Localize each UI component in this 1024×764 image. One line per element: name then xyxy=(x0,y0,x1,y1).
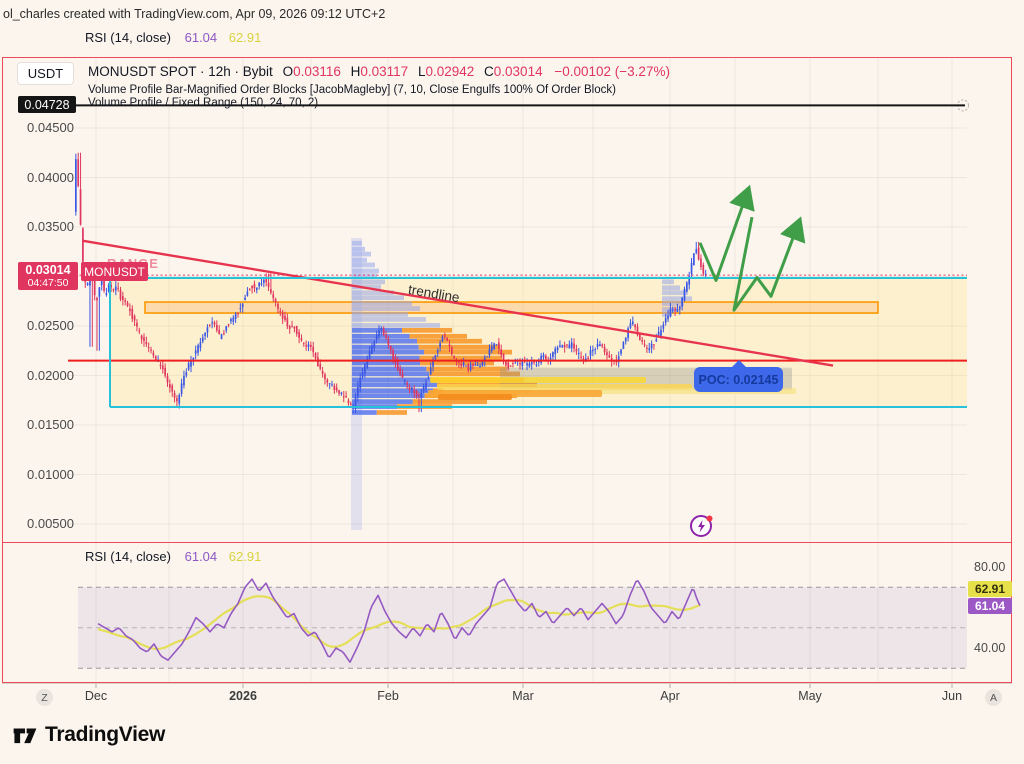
ohlc-values: O0.03116 H0.03117 L0.02942 C0.03014 xyxy=(277,64,543,79)
candle-countdown-timer: 04:47:50 xyxy=(27,277,69,290)
scroll-right-button[interactable]: A xyxy=(985,689,1002,706)
rsi-pane-legend[interactable]: RSI (14, close) 61.04 62.91 xyxy=(85,549,261,564)
ohlc-value: 0.03117 xyxy=(360,64,409,79)
rsi-scale-label: 80.00 xyxy=(974,560,1006,574)
price-tick-label: 0.04500 xyxy=(27,120,74,135)
rsi-value-badge: 62.91 xyxy=(968,581,1012,597)
top-rsi-ma-value: 62.91 xyxy=(228,30,262,45)
alert-price-label[interactable]: 0.04728 xyxy=(18,96,76,114)
rsi-value-badge: 61.04 xyxy=(968,598,1012,614)
price-tick-label: 0.01000 xyxy=(27,466,74,482)
time-axis-border xyxy=(2,683,1012,684)
indicator-legend-order-blocks[interactable]: Volume Profile Bar-Magnified Order Block… xyxy=(88,84,616,96)
change-value: −0.00102 (−3.27%) xyxy=(554,64,670,79)
tradingview-logo[interactable]: TradingView xyxy=(12,722,165,748)
currency-toggle-button[interactable]: USDT xyxy=(17,62,74,85)
price-tick-label: 0.00500 xyxy=(27,516,74,531)
indicator-legend-volume-profile[interactable]: Volume Profile / Fixed Range (150, 24, 7… xyxy=(88,97,319,109)
time-axis-label[interactable]: Apr xyxy=(660,689,680,703)
ohlc-key: C xyxy=(480,64,494,79)
scroll-left-button[interactable]: Z xyxy=(36,689,53,706)
rsi-value: 61.04 xyxy=(184,549,218,564)
time-axis-label[interactable]: Jun xyxy=(941,689,963,703)
tradingview-logo-glyph xyxy=(13,728,37,744)
rsi-ma-value: 62.91 xyxy=(228,549,262,564)
symbol-title[interactable]: MONUSDT SPOT · 12h · Bybit xyxy=(88,64,273,79)
rsi-scale-label: 40.00 xyxy=(974,641,1006,655)
rsi-legend-label: RSI (14, close) xyxy=(85,549,171,564)
ohlc-value: 0.03116 xyxy=(293,64,341,79)
time-axis-label[interactable]: Feb xyxy=(377,689,399,703)
pane-separator[interactable] xyxy=(2,542,1012,543)
ohlc-value: 0.03014 xyxy=(493,64,543,79)
ohlc-key: L xyxy=(414,64,426,79)
top-rsi-legend-label: RSI (14, close) xyxy=(85,30,171,45)
ohlc-key: O xyxy=(282,64,294,79)
symbol-price-line-badge[interactable]: MONUSDT xyxy=(81,262,148,282)
time-axis-label[interactable]: 2026 xyxy=(229,689,257,703)
time-axis-label[interactable]: Dec xyxy=(84,689,108,703)
top-rsi-value: 61.04 xyxy=(184,30,218,45)
quick-action-flash-icon[interactable] xyxy=(688,512,716,540)
current-price-label[interactable]: 0.03014 04:47:50 xyxy=(18,262,78,291)
price-tick-label: 0.02500 xyxy=(27,318,74,333)
current-price-value: 0.03014 xyxy=(25,263,71,278)
symbol-legend-row[interactable]: MONUSDT SPOT · 12h · Bybit O0.03116 H0.0… xyxy=(88,64,670,79)
ohlc-key: H xyxy=(346,64,361,79)
top-rsi-legend: RSI (14, close) 61.04 62.91 xyxy=(85,30,261,45)
ohlc-value: 0.02942 xyxy=(425,64,475,79)
time-axis-label[interactable]: May xyxy=(798,689,822,703)
price-tick-label: 0.01500 xyxy=(27,417,74,432)
price-tick-label: 0.03500 xyxy=(27,219,74,234)
poc-value-label[interactable]: POC: 0.02145 xyxy=(694,360,783,392)
tradingview-logo-text: TradingView xyxy=(45,723,166,746)
time-axis-label[interactable]: Mar xyxy=(512,689,534,703)
watermark-note: ol_charles created with TradingView.com,… xyxy=(3,7,386,21)
price-tick-label: 0.04000 xyxy=(27,169,74,185)
price-tick-label: 0.02000 xyxy=(27,367,74,383)
